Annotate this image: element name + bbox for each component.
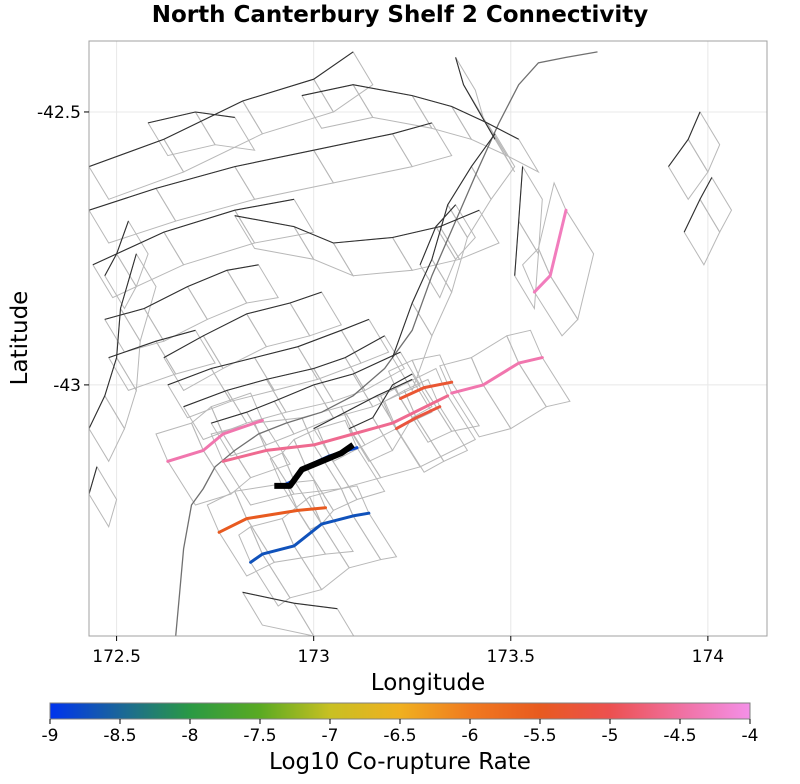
y-tick-label: -43 xyxy=(53,376,81,396)
colorbar-tick-label: -7.5 xyxy=(243,726,276,746)
fault-trace xyxy=(211,351,401,424)
fault-trace xyxy=(313,378,413,430)
fault-trace xyxy=(89,466,98,495)
rupture-section xyxy=(221,394,450,463)
fault-trace xyxy=(419,204,457,266)
y-tick-label: -42.5 xyxy=(37,103,81,123)
chart-title: North Canterbury Shelf 2 Connectivity xyxy=(152,2,649,28)
colorbar-tick-label: -5 xyxy=(602,726,619,746)
fault-trace xyxy=(104,220,129,276)
fault-trace xyxy=(391,133,496,358)
rupture-section xyxy=(398,380,454,400)
x-tick-label: 173.5 xyxy=(486,647,535,667)
x-axis-label: Longitude xyxy=(371,670,485,696)
fault-trace xyxy=(104,264,259,320)
rupture-section xyxy=(395,405,442,431)
fault-trace xyxy=(89,253,137,429)
fault-trace xyxy=(348,373,413,430)
source-section-trace xyxy=(274,442,355,489)
fault-traces xyxy=(89,51,713,610)
colorbar xyxy=(49,702,751,720)
source-section xyxy=(274,442,355,489)
colorbar-tick-label: -4 xyxy=(742,726,759,746)
y-axis-label: Latitude xyxy=(7,291,33,386)
fault-trace xyxy=(147,111,235,124)
fault-trace xyxy=(108,329,196,359)
fault-trace xyxy=(242,591,338,610)
x-tick-label: 173 xyxy=(297,647,329,667)
fault-trace xyxy=(683,177,713,233)
colorbar-tick-label: -8 xyxy=(182,726,199,746)
x-axis-ticks: 172.5 173 173.5 174 xyxy=(92,636,724,667)
colorbar-tick-label: -5.5 xyxy=(523,726,556,746)
fault-trace xyxy=(455,57,496,140)
colorbar-tick-label: -7 xyxy=(322,726,339,746)
rupture-section xyxy=(217,506,327,534)
fault-trace xyxy=(668,111,701,167)
fault-trace xyxy=(92,198,295,266)
fault-trace xyxy=(183,335,385,408)
fault-trace xyxy=(89,122,433,211)
colorbar-tick-label: -6.5 xyxy=(383,726,416,746)
fault-trace xyxy=(167,318,370,386)
colorbar-tick-label: -4.5 xyxy=(663,726,696,746)
grid-lines xyxy=(89,41,767,636)
colorbar-tick-label: -9 xyxy=(42,726,59,746)
coastline xyxy=(175,51,598,636)
fault-trace xyxy=(301,84,519,140)
rupture-section xyxy=(166,418,264,463)
colorbar-ticks: -9 -8.5 -8 -7.5 -7 -6.5 -6 -5.5 -5 -4.5 -4 xyxy=(42,719,759,746)
fault-trace xyxy=(89,51,354,168)
colorbar-tick-label: -8.5 xyxy=(103,726,136,746)
fault-trace xyxy=(234,209,480,244)
rupture-section xyxy=(450,356,544,395)
plot-frame xyxy=(88,40,768,637)
coastline-path xyxy=(175,51,598,636)
y-axis-ticks: -42.5 -43 xyxy=(37,103,89,396)
fault-trace xyxy=(163,291,322,359)
x-tick-label: 172.5 xyxy=(92,647,141,667)
x-tick-label: 174 xyxy=(692,647,724,667)
plot-area xyxy=(89,41,767,636)
colorbar-tick-label: -6 xyxy=(462,726,479,746)
colorbar-label: Log10 Co-rupture Rate xyxy=(269,749,531,775)
rupture-section xyxy=(532,208,568,294)
fault-trace xyxy=(514,166,524,276)
rupture-section xyxy=(249,511,371,564)
